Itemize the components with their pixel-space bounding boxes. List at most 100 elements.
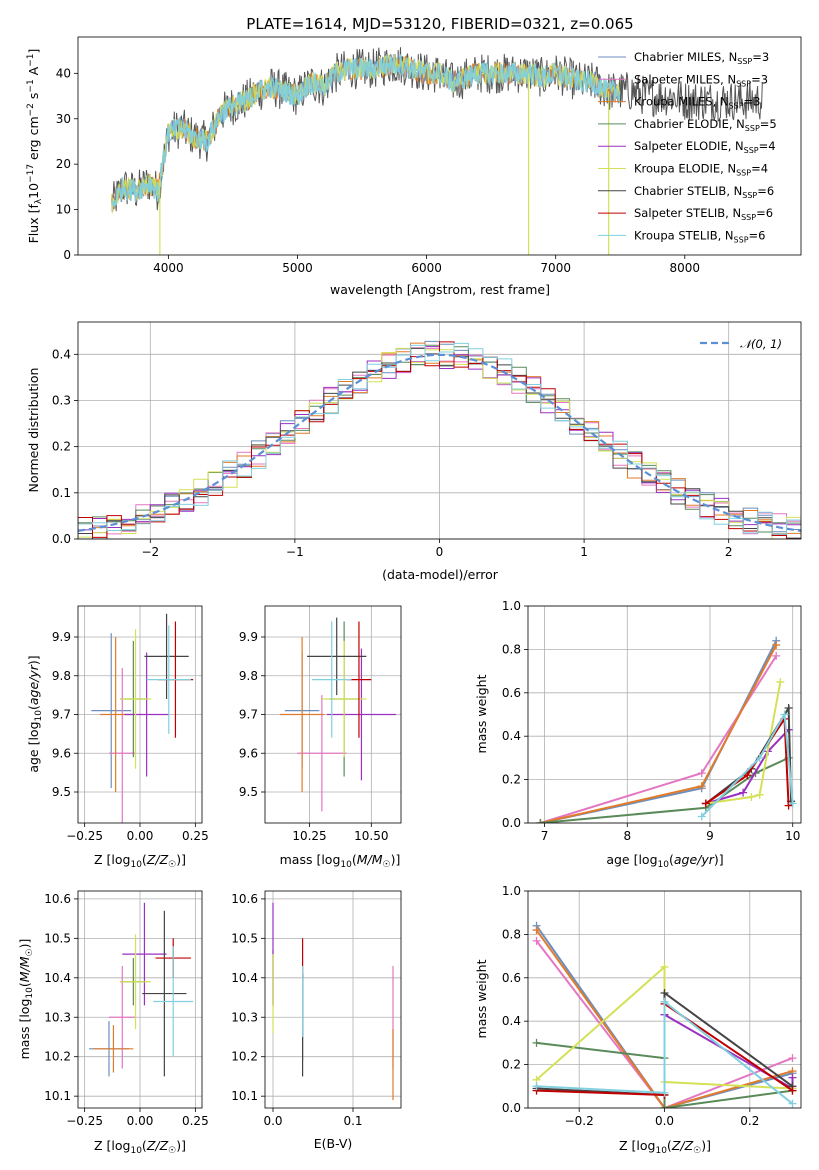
y-tick-label: 30 <box>56 112 71 126</box>
series-line <box>532 997 797 1108</box>
panel-spectrum: 4000 5000 6000 7000 8000 0 10 20 30 40 Flux [fλ10−… <box>26 36 802 297</box>
data-point <box>660 962 669 971</box>
y-tick-label: 9.7 <box>52 708 71 722</box>
panel-mass_vs_Z: −0.25 0.00 0.25 10.1 10.2 10.3 10.4 10.5 10.6 mas… <box>17 890 209 1156</box>
data-point <box>739 788 748 797</box>
data-point <box>697 769 706 778</box>
x-tick-label: 0.2 <box>740 1114 759 1128</box>
x-tick-label: −2 <box>141 545 159 559</box>
axes-frame <box>527 605 802 824</box>
x-tick-label: 0.1 <box>343 1114 362 1128</box>
data-point <box>743 771 752 780</box>
x-tick-label: 0.0 <box>655 1114 674 1128</box>
data-point <box>697 812 706 821</box>
data-point <box>755 790 764 799</box>
legend-entry: Kroupa ELODIE, NSSP=4 <box>634 162 768 178</box>
data-point <box>532 1038 541 1047</box>
x-tick-label: 4000 <box>153 261 184 275</box>
y-tick-label: 9.8 <box>52 669 71 683</box>
axes-frame <box>77 36 802 256</box>
y-tick-label: 10.1 <box>231 1089 258 1103</box>
errorbar-point <box>321 640 367 758</box>
panel-weight_vs_Z: −0.2 0.0 0.2 0.0 0.2 0.4 0.6 0.8 1.0 mass weight Z… <box>474 884 802 1156</box>
plot-area <box>272 902 394 1101</box>
data-point <box>784 703 793 712</box>
data-point <box>755 753 764 762</box>
data-point <box>747 792 756 801</box>
data-point <box>788 1099 797 1108</box>
x-axis-label: Z [log10(Z/Z☉)] <box>619 1138 711 1156</box>
data-point <box>532 936 541 945</box>
errorbar-point <box>109 965 136 1069</box>
data-point <box>532 926 541 935</box>
y-tick-label: 0.4 <box>502 729 521 743</box>
data-point <box>701 799 710 808</box>
y-axis-label: mass weight <box>474 959 489 1038</box>
plot-area <box>91 613 194 823</box>
y-tick-label: 10 <box>56 203 71 217</box>
y-tick-label: 9.5 <box>52 785 71 799</box>
panel-weight_vs_age: 7 8 9 10 0.0 0.2 0.4 0.6 0.8 1.0 mass weight age [l… <box>474 599 802 870</box>
x-tick-label: 9 <box>706 829 714 843</box>
errorbar-point <box>109 668 136 823</box>
y-tick-label: 1.0 <box>502 599 521 613</box>
x-axis-label: Z [log10(Z/Z☉)] <box>94 852 186 870</box>
axes-frame <box>264 890 402 1109</box>
legend-entry: Salpeter MILES, NSSP=3 <box>634 72 768 88</box>
x-tick-label: 7000 <box>540 261 571 275</box>
y-tick-label: 10.6 <box>44 892 71 906</box>
x-tick-label: 0.0 <box>263 1114 282 1128</box>
errorbar-point <box>146 625 191 734</box>
histogram-series <box>78 342 801 539</box>
errorbar-point <box>311 621 352 738</box>
y-tick-label: 10.5 <box>44 931 71 945</box>
axes-frame <box>264 605 402 824</box>
x-tick-label: 0.00 <box>127 1114 154 1128</box>
y-tick-label: 0.4 <box>52 347 71 361</box>
plot-area <box>532 921 797 1108</box>
y-tick-label: 20 <box>56 157 71 171</box>
data-point <box>788 1054 797 1063</box>
data-point <box>772 641 781 650</box>
series-line <box>701 677 785 808</box>
y-tick-label: 10.6 <box>231 892 258 906</box>
figure-title: PLATE=1614, MJD=53120, FIBERID=0321, z=0… <box>246 15 633 33</box>
y-tick-label: 10.2 <box>231 1050 258 1064</box>
y-tick-label: 10.3 <box>231 1010 258 1024</box>
x-axis-label: age [log10(age/yr)] <box>606 852 723 870</box>
errorbar-point <box>144 613 189 699</box>
x-tick-label: 6000 <box>411 261 442 275</box>
errorbar-point <box>122 902 167 1006</box>
y-tick-label: 0.8 <box>502 642 521 656</box>
errorbar-point <box>153 946 194 1057</box>
x-axis-label: (data-model)/error <box>382 567 499 582</box>
y-axis-label: mass weight <box>474 674 489 753</box>
spectrum-line <box>111 53 621 208</box>
legend-entry: Salpeter ELODIE, NSSP=4 <box>634 139 776 155</box>
y-axis-label: Normed distribution <box>26 368 41 493</box>
x-tick-label: 1 <box>580 545 588 559</box>
histogram-series <box>78 341 801 539</box>
data-point <box>780 710 789 719</box>
legend-entry: Salpeter STELIB, NSSP=6 <box>634 206 773 222</box>
errorbar-point <box>279 637 325 792</box>
y-tick-label: 9.6 <box>239 746 258 760</box>
x-tick-label: 10 <box>785 829 800 843</box>
series-line <box>536 651 781 823</box>
data-point <box>788 799 797 808</box>
errorbar-point <box>120 629 152 769</box>
data-point <box>788 1073 797 1082</box>
x-tick-label: 7 <box>541 829 549 843</box>
x-tick-label: 2 <box>725 545 733 559</box>
errorbar-point <box>297 695 347 812</box>
y-tick-label: 9.6 <box>52 746 71 760</box>
panel-age_vs_Z: −0.25 0.00 0.25 9.5 9.6 9.7 9.8 9.9 age [log10(a… <box>26 605 209 870</box>
data-point <box>697 782 706 791</box>
y-tick-label: 9.9 <box>52 630 71 644</box>
plot-area <box>78 340 801 539</box>
y-tick-label: 0.8 <box>502 927 521 941</box>
x-axis-label: mass [log10(M/M☉)] <box>280 852 401 870</box>
x-tick-label: 5000 <box>282 261 313 275</box>
y-tick-label: 10.3 <box>44 1010 71 1024</box>
y-tick-label: 10.5 <box>231 931 258 945</box>
